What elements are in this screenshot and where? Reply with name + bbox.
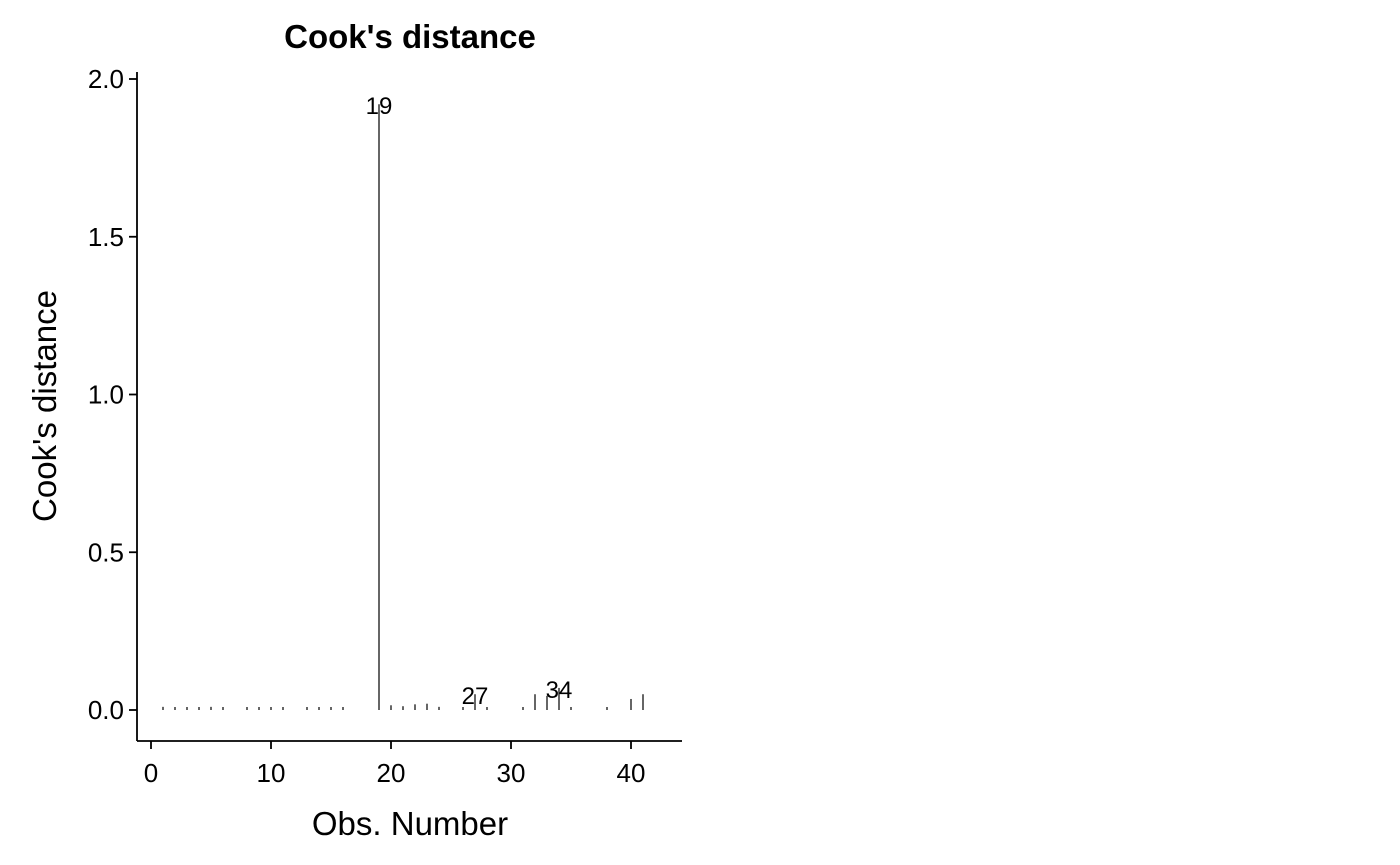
x-tick-label: 10 <box>257 758 286 788</box>
y-tick-label: 0.5 <box>88 537 124 567</box>
y-tick-label: 1.5 <box>88 222 124 252</box>
x-tick-label: 0 <box>144 758 158 788</box>
x-axis-label: Obs. Number <box>312 805 508 842</box>
x-tick-label: 40 <box>617 758 646 788</box>
point-annotations: 19 27 34 <box>366 93 573 710</box>
y-tick-label: 0.0 <box>88 695 124 725</box>
y-axis-ticks: 0.0 0.5 1.0 1.5 2.0 <box>88 64 137 725</box>
point-label-34: 34 <box>546 677 573 704</box>
y-tick-label: 2.0 <box>88 64 124 94</box>
point-label-19: 19 <box>366 93 393 120</box>
point-label-27: 27 <box>462 683 489 710</box>
y-tick-label: 1.0 <box>88 380 124 410</box>
data-stems <box>162 104 644 710</box>
x-tick-label: 30 <box>497 758 526 788</box>
chart-title: Cook's distance <box>284 18 536 55</box>
x-tick-label: 20 <box>377 758 406 788</box>
x-axis-ticks: 0 10 20 30 40 <box>144 741 646 788</box>
y-axis-label: Cook's distance <box>26 290 63 522</box>
